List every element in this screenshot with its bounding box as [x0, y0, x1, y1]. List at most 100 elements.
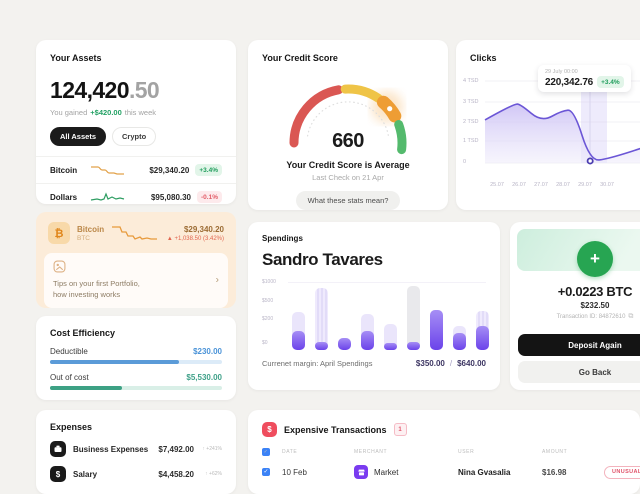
- y-tick: 4 TSD: [463, 78, 479, 84]
- expense-value: $4,458.20: [158, 469, 194, 479]
- go-back-button[interactable]: Go Back: [518, 361, 640, 383]
- asset-change-badge: +3.4%: [195, 164, 222, 176]
- x-tick: 30.07: [600, 182, 614, 188]
- cost-row-deductible: Deductible $230.00: [50, 347, 222, 364]
- tab-all-assets[interactable]: All Assets: [50, 127, 106, 146]
- progress-fill: [50, 386, 123, 390]
- col-user: User: [458, 449, 475, 455]
- spending-bar: [476, 286, 489, 350]
- portfolio-tips-banner[interactable]: Tips on your first Portfolio, how invest…: [44, 253, 228, 308]
- spending-bar: [315, 286, 328, 350]
- add-deposit-button[interactable]: +: [577, 241, 613, 277]
- tooltip-change-badge: +3.4%: [597, 76, 624, 88]
- col-date: Date: [282, 449, 298, 455]
- select-all-checkbox[interactable]: ✓: [262, 448, 270, 456]
- asset-row-bitcoin[interactable]: Bitcoin $29,340.20 +3.4%: [36, 156, 236, 183]
- asset-change-badge: -0.1%: [197, 191, 222, 203]
- transactions-title: Expensive Transactions: [284, 424, 387, 435]
- x-tick: 25.07: [490, 182, 504, 188]
- spendings-current: $350.00: [415, 359, 445, 368]
- clicks-tooltip: 29 July 00:00 220,342.76 +3.4%: [538, 65, 631, 92]
- expense-change: ↑ +241%: [202, 446, 222, 452]
- bitcoin-icon: ₿: [48, 222, 70, 244]
- spending-bar: [338, 286, 351, 350]
- assets-tabs: All Assets Crypto: [50, 127, 222, 146]
- chevron-right-icon[interactable]: ›: [215, 274, 219, 286]
- y-tick: 0: [463, 159, 467, 165]
- unusual-tag: UNUSUAL: [604, 465, 640, 479]
- tips-line-2: how investing works: [53, 290, 121, 300]
- bitcoin-name: Bitcoin: [77, 224, 105, 234]
- expense-change: ↑ +62%: [205, 471, 222, 477]
- bitcoin-change: ▲ +1,038.50 (3.42%): [166, 235, 224, 242]
- cell-user: Nina Gvasalia: [458, 467, 511, 477]
- deposit-again-button[interactable]: Deposit Again: [518, 334, 640, 356]
- store-icon: [354, 465, 368, 479]
- credit-score-value: 660: [332, 130, 364, 152]
- assets-card: Your Assets 124,420.50 You gained +$420.…: [36, 40, 236, 204]
- count-badge: 1: [393, 423, 407, 436]
- credit-score-card: Your Credit Score 660 Your Credit Score …: [248, 40, 448, 210]
- x-tick: 28.07: [556, 182, 570, 188]
- cell-date: 10 Feb: [282, 467, 307, 477]
- col-amount: Amount: [542, 449, 568, 455]
- cost-title: Cost Efficiency: [50, 328, 116, 338]
- spendings-total: $640.00: [457, 359, 486, 368]
- asset-value: $95,080.30: [150, 192, 192, 202]
- tab-crypto[interactable]: Crypto: [112, 127, 157, 146]
- asset-row-dollars[interactable]: Dollars $95,080.30 -0.1%: [36, 183, 236, 210]
- y-tick: 3 TSD: [463, 99, 479, 105]
- cost-label: Deductible: [50, 347, 88, 356]
- bitcoin-trend-sparkline-icon: [112, 226, 158, 240]
- row-checkbox[interactable]: ✓: [262, 468, 270, 476]
- slash-separator: /: [449, 359, 453, 368]
- table-header-row: ✓ Date Merchant User Amount: [262, 448, 626, 456]
- y-tick: $200: [262, 316, 274, 322]
- cost-label: Out of cost: [50, 373, 89, 382]
- spending-bar: [430, 286, 443, 350]
- asset-name: Dollars: [50, 192, 78, 202]
- credit-info-button[interactable]: What these stats mean?: [295, 191, 401, 210]
- cost-value: $5,530.00: [186, 373, 222, 382]
- transaction-id-text: Transaction ID: 84872610: [556, 314, 626, 320]
- deposit-usd-amount: $232.50: [580, 301, 610, 310]
- asset-name: Bitcoin: [50, 165, 78, 175]
- data-point-marker[interactable]: [586, 157, 594, 165]
- tips-line-1: Tips on your first Portfolio,: [53, 279, 140, 288]
- gained-suffix: this week: [124, 108, 157, 117]
- expense-value: $7,492.00: [158, 444, 194, 454]
- deposit-card: + +0.0223 BTC $232.50 Transaction ID: 84…: [510, 222, 640, 390]
- cell-merchant: Market: [354, 465, 458, 479]
- x-tick: 27.07: [534, 182, 548, 188]
- expensive-transactions-card: $ Expensive Transactions 1 ✓ Date Mercha…: [248, 410, 640, 494]
- tooltip-value: 220,342.76: [545, 76, 594, 88]
- spending-bar: [292, 286, 305, 350]
- col-merchant: Merchant: [354, 449, 388, 455]
- assets-list: Bitcoin $29,340.20 +3.4% Dollars $95,080…: [36, 156, 236, 210]
- gauge-arcs-icon: [289, 84, 407, 155]
- bitcoin-values: $29,340.20 ▲ +1,038.50 (3.42%): [167, 225, 224, 242]
- credit-gauge: 660: [273, 67, 423, 155]
- cell-amount: $16.98: [542, 467, 567, 477]
- bitcoin-sparkline-icon: [91, 166, 124, 175]
- tips-text: Tips on your first Portfolio, how invest…: [53, 278, 219, 301]
- y-tick: 2 TSD: [463, 119, 479, 125]
- dollar-icon: $: [262, 422, 277, 437]
- bitcoin-value: $29,340.20: [183, 224, 224, 234]
- copy-icon[interactable]: ⧉: [628, 313, 634, 320]
- expenses-title: Expenses: [50, 422, 93, 432]
- cost-row-out-of-cost: Out of cost $5,530.00: [50, 373, 222, 390]
- briefcase-icon: [50, 441, 66, 457]
- bitcoin-symbol: BTC: [77, 234, 90, 242]
- table-row[interactable]: ✓ 10 Feb Market Nina Gvasalia $16.98 UNU…: [262, 465, 640, 479]
- clicks-title: Clicks: [470, 53, 497, 63]
- gained-amount: +$420.00: [90, 108, 122, 117]
- spending-bar: [407, 286, 420, 350]
- cost-efficiency-card: Cost Efficiency Deductible $230.00 Out o…: [36, 316, 236, 400]
- plus-icon: +: [590, 249, 600, 268]
- spending-bar: [384, 286, 397, 350]
- expense-row-salary[interactable]: $ Salary $4,458.20 ↑ +62%: [50, 466, 222, 482]
- expense-row-business[interactable]: Business Expenses $7,492.00 ↑ +241%: [50, 441, 222, 457]
- cost-value: $230.00: [193, 347, 222, 356]
- y-tick: $1000: [262, 279, 276, 285]
